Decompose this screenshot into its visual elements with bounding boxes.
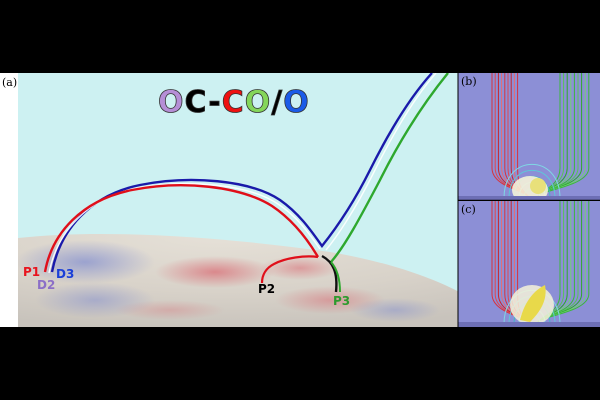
- title-char: O: [283, 85, 310, 120]
- field-line-white: [325, 73, 437, 251]
- title-char: O: [158, 85, 185, 120]
- title-char: C: [221, 85, 245, 120]
- field-line-white: [48, 182, 321, 274]
- connectivity-title: OC-CO/O: [158, 85, 338, 120]
- panel-a-label: (a): [2, 76, 18, 89]
- point-label-p1: P1: [23, 265, 41, 279]
- bottom-bar: [0, 327, 600, 400]
- panel-c-label: (c): [461, 203, 476, 216]
- inset-c-surface: [458, 322, 600, 327]
- field-line-black: [321, 254, 338, 293]
- title-char: C: [184, 85, 209, 120]
- point-label-p2: P2: [258, 282, 276, 296]
- title-char: /: [271, 85, 284, 120]
- panel-a-scene: [18, 73, 458, 327]
- field-line-red-p2: [260, 255, 319, 284]
- inset-field-line-loop: [508, 170, 556, 199]
- inset-b-core-yellow: [530, 178, 546, 194]
- inset-c-core-yellow: [520, 285, 546, 322]
- title-char: -: [208, 85, 222, 120]
- panel-b-label: (b): [461, 75, 477, 88]
- panel-a-margin: [0, 73, 18, 327]
- field-line-green-p3: [330, 261, 341, 293]
- title-char: O: [244, 85, 272, 120]
- inset-b-surface: [458, 196, 600, 200]
- field-line-red: [43, 184, 320, 273]
- top-bar: [0, 0, 600, 73]
- red-patch: [155, 256, 275, 288]
- point-label-d3: D3: [56, 267, 75, 281]
- field-line-blue: [50, 73, 433, 273]
- point-label-p3: P3: [333, 294, 351, 308]
- point-label-d2: D2: [37, 278, 56, 292]
- inset-field-line-loop: [503, 164, 561, 199]
- blue-patch: [350, 298, 440, 322]
- inset-panel-c: [458, 201, 600, 327]
- field-line-green: [330, 73, 449, 263]
- red-patch: [115, 300, 225, 320]
- inset-panel-b: [458, 73, 600, 200]
